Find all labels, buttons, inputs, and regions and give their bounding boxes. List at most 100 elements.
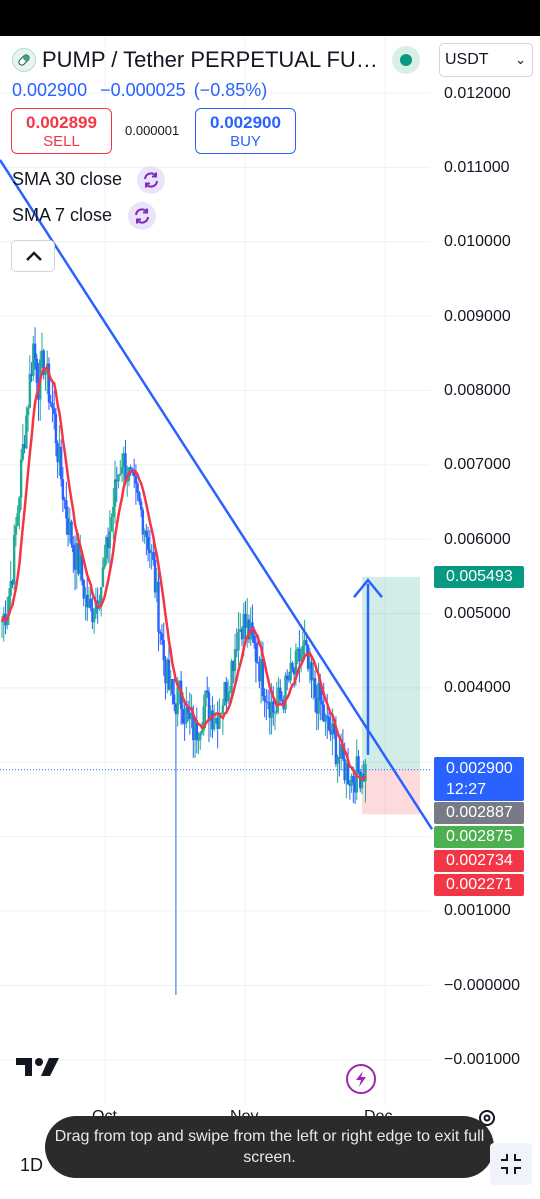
candle-body [216,718,219,729]
candle-body [322,704,325,722]
candle-body [303,640,306,646]
candle-body [350,776,353,786]
price-chart[interactable] [0,36,540,1199]
sell-price: 0.002899 [26,113,97,132]
symbol-title[interactable]: PUMP / Tether PERPETUAL FUT... [42,47,384,72]
candle-countdown: 12:27 [446,781,487,798]
candle-body [23,444,26,449]
candle-body [105,537,108,559]
flash-icon[interactable] [346,1064,376,1094]
candle-body [301,645,305,656]
candle-body [0,621,4,623]
tradingview-logo[interactable] [16,1055,60,1084]
candle-body [11,581,14,585]
market-open-dot [400,54,412,66]
candle-body [214,718,218,724]
candle-body [332,723,336,735]
candle-body [150,552,153,554]
collapse-legend-button[interactable] [11,240,55,272]
system-status-bar [0,0,540,36]
target-zone [362,576,420,770]
candle-body [146,537,150,550]
candle-body [258,663,261,682]
candle-body [240,629,244,640]
candle-body [211,710,214,730]
candle-body [94,600,98,614]
candle-body [228,691,232,693]
gear-icon[interactable] [476,1107,498,1134]
candle-body [346,763,350,785]
candle-body [59,446,63,480]
trendline [0,159,434,830]
refresh-icon[interactable] [128,202,156,230]
refresh-icon[interactable] [137,166,165,194]
candle-body [188,712,192,720]
candle-body [254,643,258,662]
candle-body [263,695,266,702]
candle-body [273,712,277,714]
candle-body [312,678,315,681]
candle-body [327,717,331,730]
candle-body [247,619,251,640]
candle-body [329,729,332,735]
candle-body [9,581,12,596]
candle-body [270,701,273,718]
candle-body [352,776,355,783]
interval-button[interactable]: 1D [20,1155,44,1175]
candle-body [131,468,134,470]
target-arrow-head [353,578,383,598]
candle-body [134,476,138,484]
candle-body [136,483,139,493]
candle-body [219,712,223,714]
candle-body [35,358,38,383]
buy-label: BUY [230,133,261,150]
candle-body [237,631,240,651]
candle-body [221,705,225,713]
candle-body [341,744,345,759]
candle-body [298,648,301,662]
candle-body [159,631,162,634]
candle-body [279,687,282,700]
candle-body [357,756,360,772]
candle-body [317,682,320,714]
price-axis-label: −0.001000 [444,1051,521,1068]
candle-body [284,675,287,710]
candle-body [345,763,348,781]
candle-body [259,658,263,682]
candle-body [209,710,212,721]
market-status-indicator[interactable] [392,46,420,74]
candle-body [244,613,247,628]
chart-area[interactable] [0,36,540,1199]
candle-body [143,530,146,535]
candle-body [65,500,68,519]
sell-label: SELL [43,133,80,150]
indicator-sma30-label[interactable]: SMA 30 close [12,169,123,189]
candle-body [18,497,21,513]
candle-body [68,521,72,535]
candle-body [272,701,275,713]
candle-body [119,473,122,475]
candle-body [157,581,160,632]
stop-price-tag: 0.002271 [434,874,524,896]
candle-body [77,543,80,574]
sma30-price-tag: 0.002887 [434,802,524,824]
candle-body [348,784,352,786]
candle-body [66,518,70,535]
candle-body [256,661,259,664]
candle-body [126,480,129,482]
indicator-sma7-label[interactable]: SMA 7 close [12,205,113,225]
candle-body [334,734,338,765]
candle-body [63,499,66,501]
candle-body [226,692,230,702]
candle-body [319,682,322,701]
currency-select[interactable]: USDT ⌄ [439,43,533,77]
candle-body [19,459,23,498]
candle-body [174,703,178,715]
buy-button[interactable]: 0.002900 BUY [195,108,296,154]
exit-fullscreen-button[interactable] [490,1143,532,1185]
candle-body [207,692,211,721]
price-axis-label: −0.000000 [444,977,521,994]
sell-button[interactable]: 0.002899 SELL [11,108,112,154]
candle-body [310,662,313,681]
candle-body [171,679,174,695]
